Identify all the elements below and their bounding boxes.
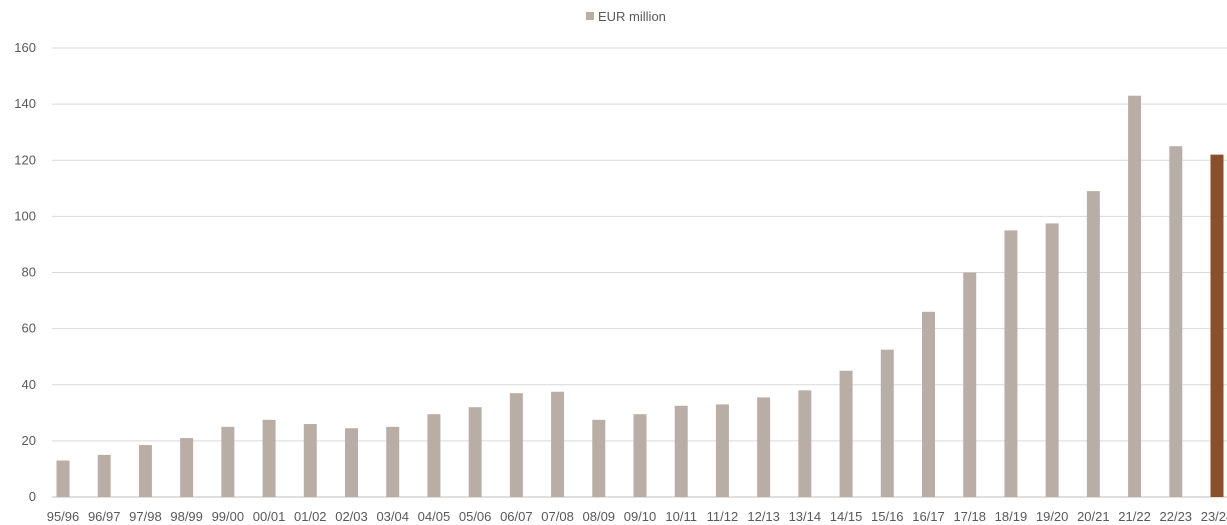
bar-12-13 [757,397,770,497]
bar-14-15 [840,371,853,497]
x-tick-label: 22/23 [1160,509,1193,524]
bar-11-12 [716,404,729,497]
bar-05-06 [469,407,482,497]
x-tick-label: 11/12 [707,509,739,524]
bar-10-11 [675,406,688,497]
bar-99-00 [221,427,234,497]
x-tick-label: 99/00 [212,509,245,524]
x-tick-label: 12/13 [747,509,780,524]
bar-16-17 [922,312,935,497]
bar-07-08 [551,392,564,497]
bar-95-96 [57,461,70,497]
bar-21-22 [1128,96,1141,497]
x-tick-label: 23/24 [1201,509,1227,524]
y-tick-label: 140 [14,96,36,111]
y-tick-label: 100 [14,208,36,223]
y-tick-label: 60 [22,321,36,336]
legend-label: EUR million [598,9,666,24]
x-tick-label: 96/97 [88,509,121,524]
bar-23-24 [1211,155,1224,497]
x-tick-label: 10/11 [665,509,697,524]
bars [57,96,1224,497]
legend-swatch [586,12,594,20]
y-tick-label: 40 [22,377,36,392]
x-tick-label: 15/16 [871,509,904,524]
bar-06-07 [510,393,523,497]
bar-22-23 [1169,146,1182,497]
x-tick-label: 07/08 [541,509,574,524]
x-tick-label: 21/22 [1118,509,1151,524]
x-tick-label: 17/18 [953,509,986,524]
x-tick-label: 13/14 [789,509,822,524]
x-tick-label: 09/10 [624,509,657,524]
x-axis-tick-labels: 95/96 96/97 97/98 98/99 99/00 00/01 01/02 02/03… [47,509,1227,524]
x-tick-label: 18/19 [995,509,1028,524]
y-tick-label: 160 [14,40,36,55]
x-tick-label: 06/07 [500,509,533,524]
x-tick-label: 97/98 [129,509,162,524]
x-tick-label: 16/17 [912,509,945,524]
bar-00-01 [263,420,276,497]
y-tick-label: 0 [29,489,36,504]
y-axis-tick-labels: 0 20 40 60 80 100 120 140 160 [14,40,36,504]
y-tick-label: 80 [22,265,36,280]
x-tick-label: 03/04 [376,509,409,524]
bar-02-03 [345,428,358,497]
x-tick-label: 98/99 [170,509,203,524]
bar-98-99 [180,438,193,497]
bar-15-16 [881,350,894,497]
bar-19-20 [1046,223,1059,497]
bar-04-05 [427,414,440,497]
bar-20-21 [1087,191,1100,497]
x-tick-label: 04/05 [418,509,451,524]
x-tick-label: 00/01 [253,509,286,524]
y-tick-label: 20 [22,433,36,448]
bar-97-98 [139,445,152,497]
bar-17-18 [963,273,976,498]
bar-01-02 [304,424,317,497]
y-tick-label: 120 [14,152,36,167]
bar-18-19 [1004,230,1017,497]
legend: EUR million [586,9,666,24]
bar-03-04 [386,427,399,497]
bar-13-14 [798,390,811,497]
x-tick-label: 20/21 [1077,509,1110,524]
x-tick-label: 01/02 [294,509,327,524]
bar-96-97 [98,455,111,497]
x-tick-label: 19/20 [1036,509,1069,524]
x-tick-label: 95/96 [47,509,80,524]
x-tick-label: 02/03 [335,509,368,524]
x-tick-label: 14/15 [830,509,863,524]
bar-09-10 [634,414,647,497]
x-tick-label: 08/09 [583,509,616,524]
bar-08-09 [592,420,605,497]
x-tick-label: 05/06 [459,509,492,524]
